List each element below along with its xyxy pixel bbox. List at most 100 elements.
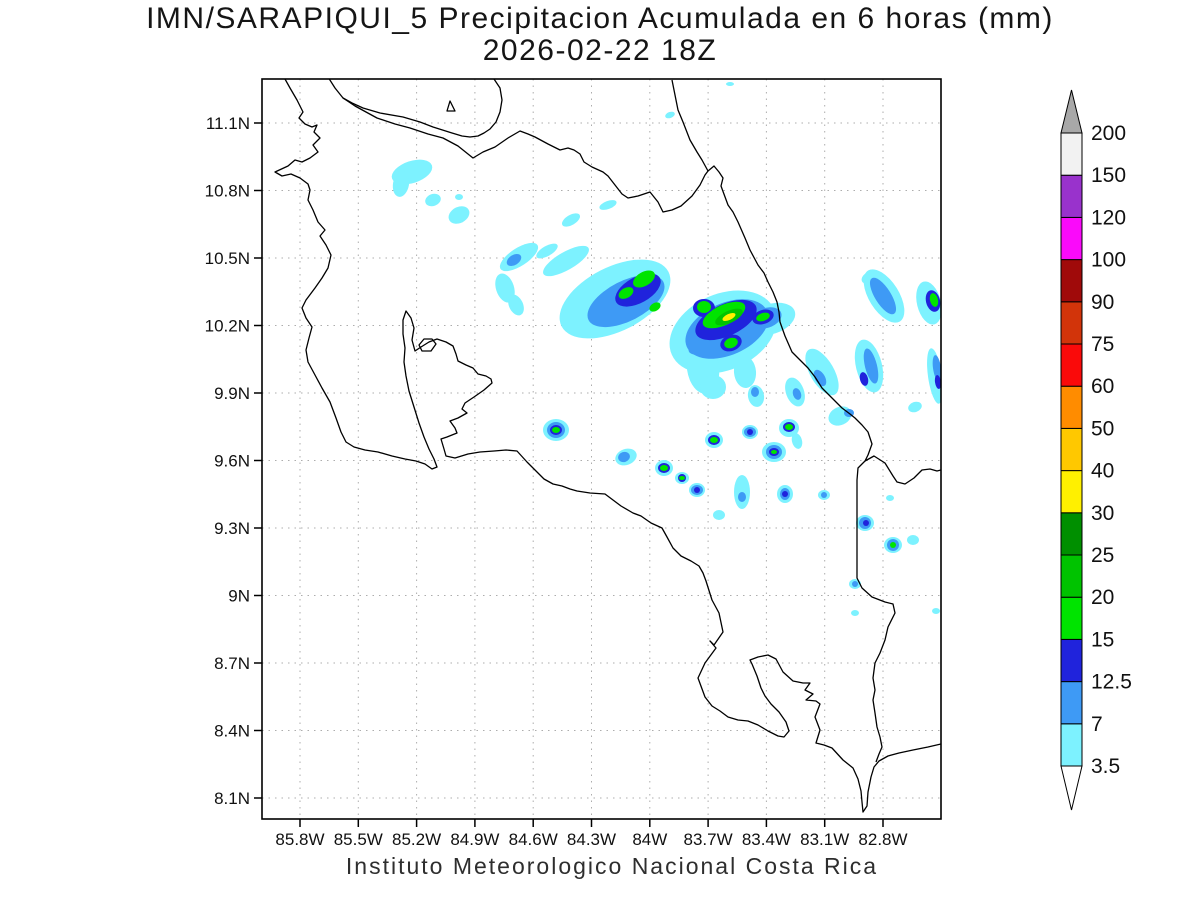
precip-cells <box>391 82 941 616</box>
colorbar-segment <box>1060 681 1083 725</box>
colorbar-label: 90 <box>1091 291 1114 314</box>
coastline-path <box>671 79 941 485</box>
colorbar-segment <box>1060 174 1083 218</box>
precip-cell-c <box>700 375 726 399</box>
colorbar-segment <box>1060 638 1083 683</box>
precip-cell-y <box>722 312 736 322</box>
lon-tick-label: 85.5W <box>334 830 383 849</box>
colorbar-label: 30 <box>1091 502 1114 525</box>
chart-subtitle: 2026-02-22 18Z <box>482 34 718 67</box>
precip-cell-c <box>543 245 589 277</box>
precip-cell-c <box>665 111 675 119</box>
coastline <box>274 79 941 813</box>
colorbar-label: 7 <box>1091 713 1103 736</box>
coastline-path <box>274 79 941 813</box>
colorbar-label: 40 <box>1091 460 1114 483</box>
precip-cell-b <box>869 277 897 315</box>
lat-tick-label: 11.1N <box>206 114 250 133</box>
lat-tick-label: 8.4N <box>214 722 250 741</box>
precip-cell-g1 <box>724 337 738 349</box>
precip-cell-c <box>599 200 617 210</box>
colorbar-label: 60 <box>1091 375 1114 398</box>
axes: 11.1N 10.8N 10.5N 10.2N 9.9N 9.6N 9.3N 9N 8.7N 8.… <box>205 114 908 849</box>
lon-tick-label: 84.9W <box>450 830 499 849</box>
precip-cell-c <box>495 273 515 303</box>
colorbar-segment <box>1060 723 1083 767</box>
precip-cell-c <box>448 206 470 224</box>
precip-cell-g1 <box>710 437 718 443</box>
colorbar-segment <box>1060 596 1083 640</box>
precip-cell-c <box>908 401 922 413</box>
lat-tick-label: 10.2N <box>205 317 250 336</box>
colorbar-label: 25 <box>1091 544 1114 567</box>
colorbar-segment <box>1060 385 1083 429</box>
coastline-path <box>446 100 456 112</box>
lat-tick-label: 8.7N <box>214 654 250 673</box>
precip-cell-b <box>618 451 630 463</box>
lon-tick-label: 84.6W <box>509 830 558 849</box>
colorbar-label: 120 <box>1091 206 1126 229</box>
precip-cell-c <box>392 171 410 197</box>
lon-tick-label: 84.3W <box>567 830 616 849</box>
precip-cell-c <box>907 535 919 545</box>
precip-cell-c <box>851 610 859 616</box>
colorbar-label: 50 <box>1091 417 1114 440</box>
lat-tick-label: 10.8N <box>205 182 250 201</box>
colorbar: 3.5 7 12.5 15 20 25 30 40 50 60 75 90 100 120 150 200 <box>1060 89 1132 811</box>
graticule <box>262 79 941 819</box>
precip-cell-b <box>738 492 746 502</box>
colorbar-segment <box>1060 512 1083 556</box>
precip-cell-c <box>713 510 725 520</box>
precip-cell-g1 <box>785 424 793 430</box>
precip-cell-c <box>455 194 463 200</box>
precip-cell-c <box>508 294 524 316</box>
precip-cell-g1 <box>649 302 661 312</box>
lon-tick-label: 83.7W <box>684 830 733 849</box>
colorbar-label: 3.5 <box>1091 755 1120 778</box>
precip-cell-b <box>813 369 827 387</box>
precip-cell-b <box>751 387 759 397</box>
lon-tick-label: 83.4W <box>742 830 791 849</box>
colorbar-segment <box>1060 132 1083 176</box>
precip-cell-g1 <box>929 293 939 307</box>
lat-tick-label: 10.5N <box>205 249 250 268</box>
coastline-path <box>856 460 896 763</box>
source-credit: Instituto Meteorologico Nacional Costa R… <box>345 853 879 879</box>
coastline-path <box>328 79 503 138</box>
colorbar-top-arrow <box>1060 89 1083 134</box>
precip-cell-db <box>859 372 869 386</box>
precip-cell-g1 <box>756 312 770 322</box>
precip-cell-c <box>425 193 441 207</box>
coastline-path <box>342 97 709 213</box>
precip-cell-c <box>886 495 894 501</box>
precip-cell-db <box>934 375 941 389</box>
chart-title: IMN/SARAPIQUI_5 Precipitacion Acumulada … <box>146 2 1054 35</box>
colorbar-label: 200 <box>1091 122 1126 145</box>
lon-tick-label: 85.2W <box>392 830 441 849</box>
precip-cell-b <box>932 355 941 381</box>
precip-cell-b <box>863 348 879 384</box>
colorbar-segment <box>1060 427 1083 472</box>
colorbar-label: 12.5 <box>1091 671 1132 694</box>
precip-cell-db <box>747 429 753 435</box>
map-frame <box>261 78 942 820</box>
lon-tick-label: 83.1W <box>800 830 849 849</box>
colorbar-segment <box>1060 301 1083 345</box>
colorbar-segment <box>1060 216 1083 261</box>
precip-cell-c <box>726 82 734 86</box>
lat-tick-label: 9N <box>228 587 250 606</box>
colorbar-label: 75 <box>1091 333 1114 356</box>
lon-tick-label: 85.8W <box>275 830 324 849</box>
precip-cell-g1 <box>552 427 560 433</box>
precip-cell-g1 <box>697 301 711 313</box>
lat-tick-label: 9.9N <box>214 384 250 403</box>
precip-cell-b <box>792 388 802 400</box>
lon-tick-label: 84W <box>632 830 667 849</box>
colorbar-label: 20 <box>1091 586 1114 609</box>
precip-cell-b <box>688 339 712 355</box>
precip-cell-g1 <box>633 270 655 288</box>
precip-cell-db <box>863 520 869 526</box>
precip-cell-g1 <box>890 542 896 548</box>
coastline-path <box>418 338 437 352</box>
